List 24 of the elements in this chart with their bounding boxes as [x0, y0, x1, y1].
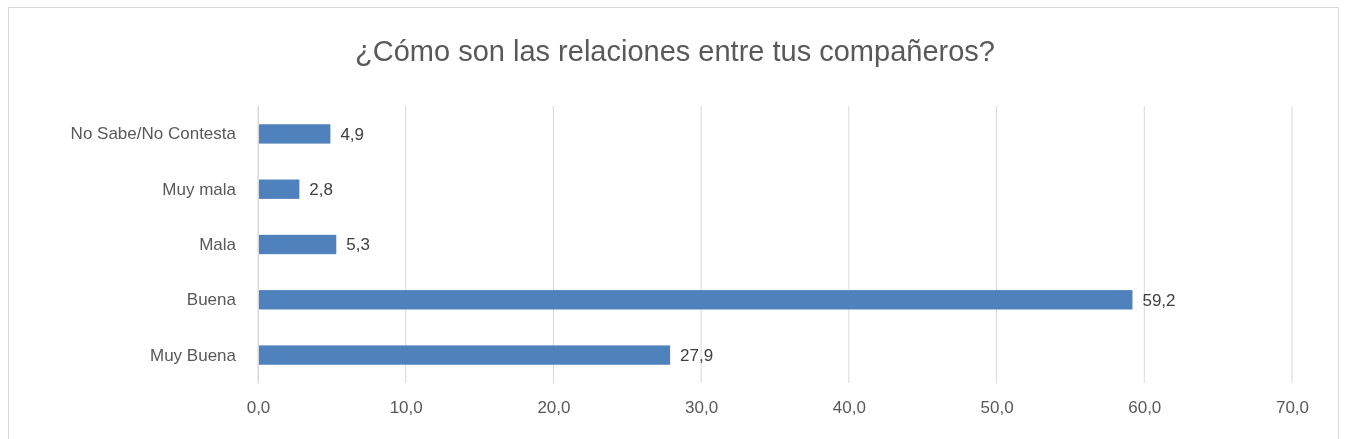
bar: [258, 290, 1133, 310]
data-label: 5,3: [346, 235, 370, 255]
x-tick-label: 10,0: [389, 398, 423, 418]
x-tick-label: 50,0: [980, 398, 1014, 418]
y-tick-label: Muy mala: [162, 179, 237, 199]
bar: [258, 345, 671, 365]
x-tick-label: 20,0: [537, 398, 571, 418]
data-label: 59,2: [1142, 290, 1176, 310]
x-tick-label: 30,0: [685, 398, 719, 418]
bar: [258, 124, 331, 144]
y-tick-label: Buena: [186, 290, 237, 310]
chart-title: ¿Cómo son las relaciones entre tus compañeros?: [355, 35, 995, 67]
bar: [258, 234, 337, 255]
x-tick-label: 40,0: [832, 398, 866, 418]
x-tick-label: 70,0: [1275, 398, 1310, 418]
x-tick-label: 60,0: [1128, 398, 1162, 418]
x-tick-label: 0,0: [246, 398, 271, 418]
y-tick-label: No Sabe/No Contesta: [70, 124, 237, 144]
bar: [258, 179, 300, 199]
data-label: 27,9: [680, 346, 714, 366]
data-label: 2,8: [309, 180, 333, 200]
y-tick-label: Muy Buena: [150, 345, 237, 365]
data-label: 4,9: [340, 124, 365, 144]
y-tick-label: Mala: [199, 234, 237, 254]
